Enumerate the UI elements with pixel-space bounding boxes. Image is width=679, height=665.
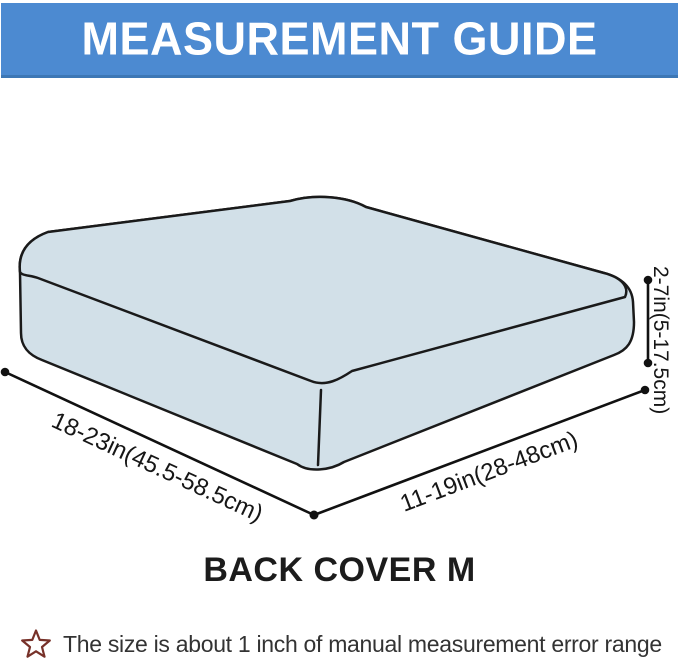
dimension-endpoint-dot <box>0 367 10 377</box>
depth-dimension-line <box>313 388 646 517</box>
header-banner: MEASUREMENT GUIDE <box>1 3 678 78</box>
dimension-endpoint-dot <box>640 385 650 395</box>
star-icon <box>21 628 51 658</box>
dimension-endpoint-dot <box>643 358 653 368</box>
depth-dimension-label: 11-19in(28-48cm) <box>397 426 582 518</box>
page-title: MEASUREMENT GUIDE <box>81 11 598 66</box>
height-dimension-label: 2-7in(5-17.5cm) <box>649 266 672 414</box>
measurement-error-note: The size is about 1 inch of manual measu… <box>63 631 662 657</box>
width-dimension-line <box>4 370 315 517</box>
cushion-seam-line <box>316 388 323 467</box>
size-caption: BACK COVER M <box>203 551 476 589</box>
dimension-endpoint-dot <box>643 275 653 285</box>
cushion-top-face <box>18 195 628 385</box>
footer-note-row: The size is about 1 inch of manual measu… <box>0 624 679 665</box>
